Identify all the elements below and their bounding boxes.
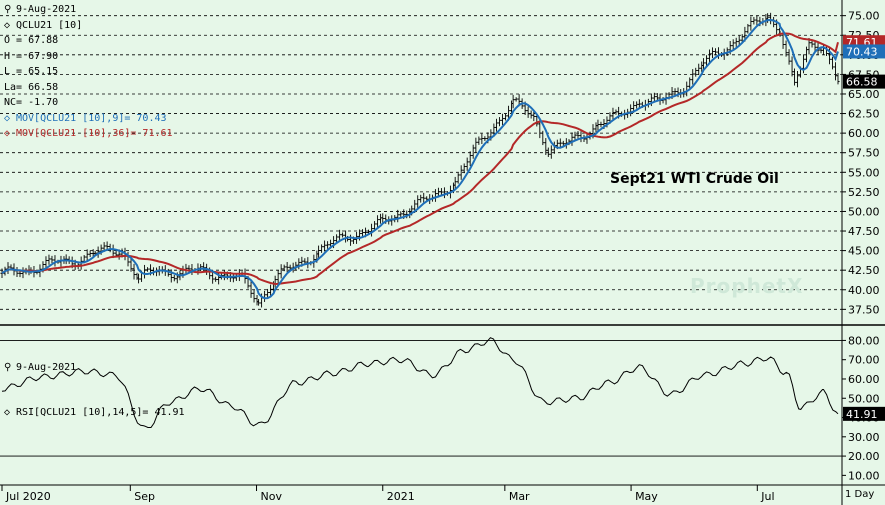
diamond-icon: ◇ — [4, 19, 11, 31]
price-tick-label: 37.50 — [848, 303, 880, 316]
ma36-line — [1, 32, 839, 286]
diamond-icon: ◇ — [4, 128, 11, 139]
price-tick-label: 62.50 — [848, 108, 880, 121]
price-axis: 37.50 40.00 42.50 45.00 47.50 50.00 52.50 55.00… — [842, 10, 885, 316]
zoom-icon: ⚲ — [4, 4, 12, 15]
legend-last: La= 66.58 — [4, 81, 59, 93]
rsi-tick-label: 10.00 — [848, 469, 880, 482]
time-axis: Jul 2020 Sep Nov 2021 Mar May Jul — [1, 485, 775, 503]
rsi-tick-label: 30.00 — [848, 431, 880, 444]
rsi-tick-label: 50.00 — [848, 392, 880, 405]
price-tick-label: 55.00 — [848, 166, 880, 179]
time-tick-label: Nov — [261, 490, 283, 503]
rsi-tick-label: 60.00 — [848, 373, 880, 386]
price-tick-label: 50.00 — [848, 205, 880, 218]
time-tick-label: Jul — [760, 490, 774, 503]
last-value-tag-label: 66.58 — [846, 76, 878, 89]
price-tick-label: 52.50 — [848, 186, 880, 199]
rsi-legend-label: ◇ RSI[QCLU21 [10],14,5]= 41.91 — [4, 407, 185, 418]
watermark: ProphetX — [690, 274, 804, 298]
time-tick-label: Sep — [134, 490, 155, 503]
chart-annotation: Sept21 WTI Crude Oil — [610, 171, 779, 187]
last-value-tag — [843, 44, 885, 59]
zoom-icon: ⚲ — [4, 362, 12, 373]
rsi-last-value-tag — [843, 406, 885, 421]
time-tick-label: Mar — [509, 490, 530, 503]
legend-ma9: ◇ MOV[QCLU21 [10],9]= 70.43 — [4, 111, 173, 127]
legend-symbol: ◇ QCLU21 [10] — [4, 18, 173, 34]
rsi-line — [1, 337, 839, 428]
price-tick-label: 45.00 — [848, 245, 880, 258]
legend-net-change: NC= -1.70 — [4, 97, 59, 108]
ma9-line — [1, 18, 839, 300]
rsi-tick-label: 80.00 — [848, 334, 880, 347]
price-tick-label: 47.50 — [848, 225, 880, 238]
time-tick-label: May — [635, 490, 658, 503]
legend-open: O = 67.88 — [4, 35, 59, 46]
rsi-legend-date: ⚲ 9-Aug-2021 — [4, 362, 77, 373]
rsi-gridlines — [0, 339, 842, 457]
legend-ma36: ◇ MOV[QCLU21 [10],36]= 71.61 — [4, 126, 173, 142]
price-tick-label: 42.50 — [848, 264, 880, 277]
price-gridlines — [0, 15, 842, 310]
rsi-tick-label: 20.00 — [848, 450, 880, 463]
time-tick-label: Jul 2020 — [5, 490, 51, 503]
legend-low: L = 65.15 — [4, 66, 59, 77]
diamond-icon: ◇ — [4, 407, 11, 418]
last-value-tag — [843, 74, 885, 89]
diamond-icon: ◇ — [4, 112, 11, 124]
period-label[interactable]: 1 Day — [845, 489, 875, 500]
last-value-tag-label: 70.43 — [846, 45, 878, 58]
rsi-tick-label: 70.00 — [848, 354, 880, 367]
price-tick-label: 40.00 — [848, 284, 880, 297]
time-tick-label: 2021 — [387, 490, 415, 503]
rsi-axis: 10.0020.0030.0040.0050.0060.0070.0080.00… — [842, 334, 885, 482]
legend-date: ⚲ 9-Aug-2021 — [4, 2, 173, 18]
price-tick-label: 57.50 — [848, 147, 880, 160]
rsi-legend: ⚲ 9-Aug-2021 ◇ RSI[QCLU21 [10],14,5]= 41.9… — [4, 330, 185, 435]
legend-high: H = 67.90 — [4, 50, 59, 62]
price-tick-label: 75.00 — [848, 10, 880, 23]
price-legend: ⚲ 9-Aug-2021 ◇ QCLU21 [10] O = 67.88 H = 6… — [4, 2, 173, 142]
rsi-last-value-label: 41.91 — [846, 408, 878, 421]
price-tick-label: 65.00 — [848, 88, 880, 101]
price-tick-label: 60.00 — [848, 127, 880, 140]
